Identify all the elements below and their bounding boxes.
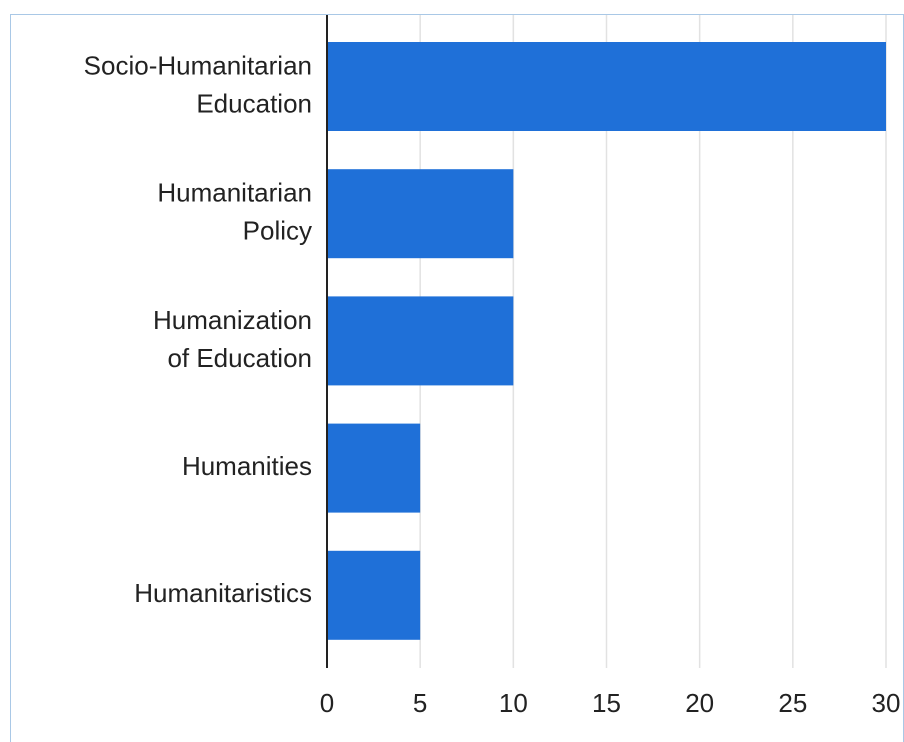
y-tick-label: Humanization [153, 305, 312, 335]
y-tick-label: Humanities [182, 451, 312, 481]
x-tick-label: 30 [872, 688, 901, 718]
x-tick-label: 5 [413, 688, 427, 718]
y-tick-label: Education [196, 88, 312, 118]
y-tick-label: Socio-Humanitarian [84, 50, 312, 80]
y-tick-label: of Education [167, 343, 312, 373]
x-tick-label: 25 [778, 688, 807, 718]
bar [327, 42, 886, 131]
x-tick-label: 20 [685, 688, 714, 718]
y-tick-label: Humanitarian [157, 178, 312, 208]
x-tick-label: 0 [320, 688, 334, 718]
bar [327, 550, 421, 640]
x-tick-label: 10 [499, 688, 528, 718]
bar [327, 423, 421, 513]
bar [327, 169, 514, 259]
y-tick-label: Policy [243, 216, 312, 246]
y-tick-label: Humanitaristics [134, 578, 312, 608]
bar [327, 296, 514, 386]
x-tick-label: 15 [592, 688, 621, 718]
